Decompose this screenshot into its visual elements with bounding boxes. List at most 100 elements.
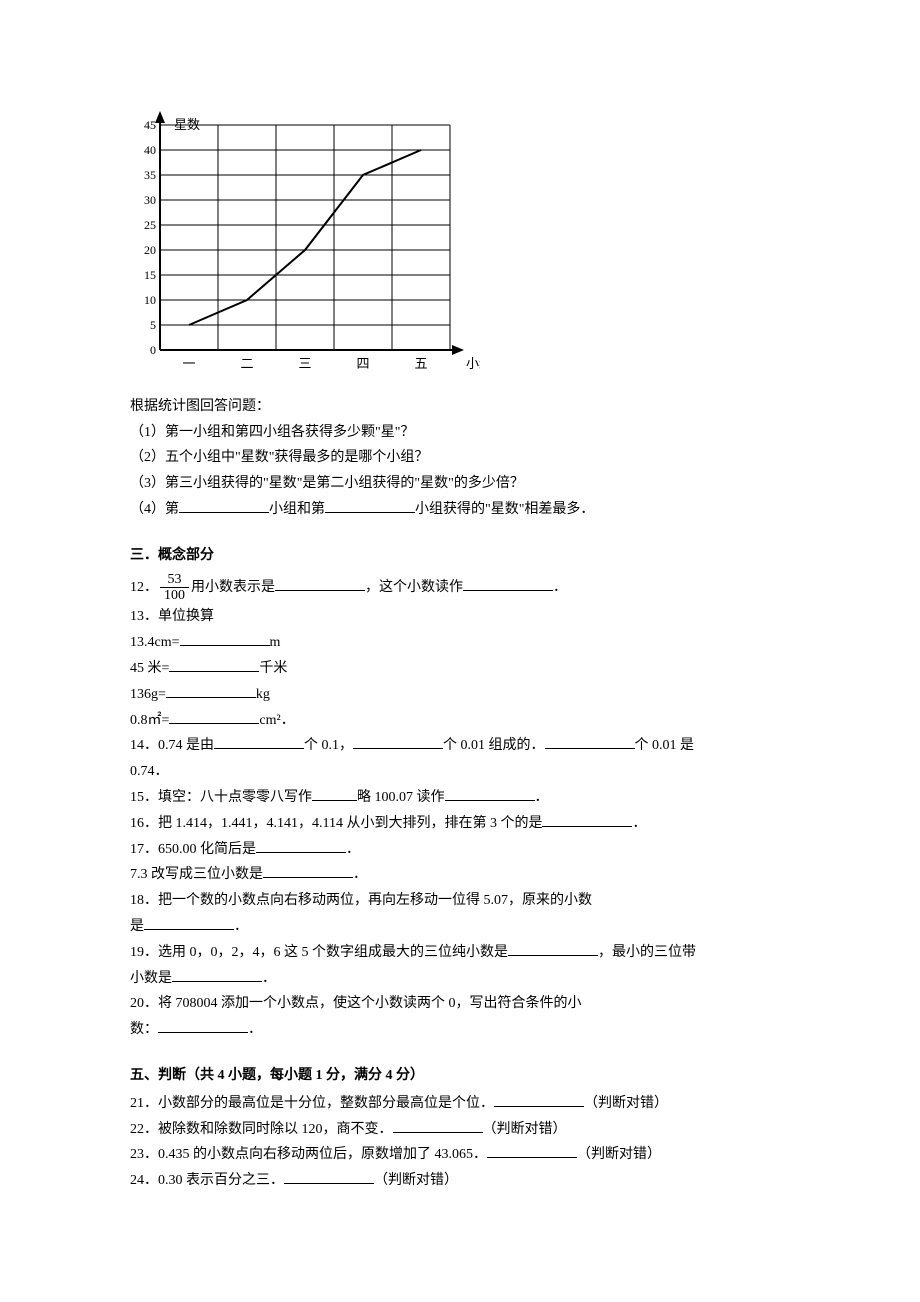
q17: 17．650.00 化简后是 ． xyxy=(130,838,790,862)
q2: （2）五个小组中"星数"获得最多的是哪个小组？ xyxy=(130,446,790,470)
q22-blank[interactable] xyxy=(393,1118,483,1133)
q19-line2-end: ． xyxy=(262,971,276,986)
chart-intro: 根据统计图回答问题： xyxy=(130,395,790,419)
q20-line2: 数：． xyxy=(130,1018,790,1042)
q19-pre: 19．选用 0，0，2，4，6 这 5 个数字组成最大的三位纯小数是 xyxy=(130,945,508,960)
q17b-blank[interactable] xyxy=(263,863,353,878)
q12-fraction: 53100 xyxy=(160,572,189,604)
q14-blank1[interactable] xyxy=(214,734,304,749)
q13-3: 136g=kg xyxy=(130,683,790,707)
svg-text:四: 四 xyxy=(356,356,369,371)
q19: 19．选用 0，0，2，4，6 这 5 个数字组成最大的三位纯小数是 ，最小的三位… xyxy=(130,941,790,965)
q13-4-blank[interactable] xyxy=(169,709,259,724)
svg-text:二: 二 xyxy=(240,356,253,371)
q16-blank[interactable] xyxy=(542,812,632,827)
q19-blank1[interactable] xyxy=(508,941,598,956)
q15: 15．填空：八十点零零八写作略 100.07 读作． xyxy=(130,786,790,810)
q15-mid: 略 100.07 读作 xyxy=(357,790,445,805)
q18-blank[interactable] xyxy=(144,915,234,930)
q16: 16．把 1.414，1.441，4.141，4.114 从小到大排列，排在第 … xyxy=(130,812,790,836)
q17-pre: 17．650.00 化简后是 xyxy=(130,842,256,857)
q14-blank2[interactable] xyxy=(353,734,443,749)
svg-text:一: 一 xyxy=(182,356,195,371)
q15-blank2[interactable] xyxy=(445,786,535,801)
svg-text:45: 45 xyxy=(144,118,156,132)
q12-blank1[interactable] xyxy=(275,576,365,591)
q20-line1: 20．将 708004 添加一个小数点，使这个小数读两个 0，写出符合条件的小 xyxy=(130,992,790,1016)
q19-line2: 小数是． xyxy=(130,967,790,991)
q13-4: 0.8㎡= cm²． xyxy=(130,709,790,733)
svg-text:15: 15 xyxy=(144,268,156,282)
svg-text:0: 0 xyxy=(150,343,156,357)
q12-mid2: ，这个小数读作 xyxy=(365,580,463,595)
q12-pre: 12． xyxy=(130,580,158,595)
q16-pre: 16．把 1.414，1.441，4.141，4.114 从小到大排列，排在第 … xyxy=(130,816,542,831)
svg-text:三: 三 xyxy=(298,356,311,371)
q24-pre: 24．0.30 表示百分之三． xyxy=(130,1173,284,1188)
q12: 12．53100用小数表示是 ，这个小数读作 ． xyxy=(130,572,790,604)
q18-line2: 是． xyxy=(130,915,790,939)
section5-head: 五、判断（共 4 小题，每小题 1 分，满分 4 分） xyxy=(130,1064,790,1088)
q21: 21．小数部分的最高位是十分位，整数部分最高位是个位． （判断对错） xyxy=(130,1092,790,1116)
q14-m1: 个 0.1， xyxy=(304,738,353,753)
q20-blank[interactable] xyxy=(158,1018,248,1033)
q13-1: 13.4cm= m xyxy=(130,631,790,655)
q12-mid1: 用小数表示是 xyxy=(191,580,275,595)
q20-line2-end: ． xyxy=(248,1022,262,1037)
q23-pre: 23．0.435 的小数点向右移动两位后，原数增加了 43.065． xyxy=(130,1147,487,1162)
q13-3-pre: 136g= xyxy=(130,687,166,702)
q17-end: ． xyxy=(346,842,360,857)
q15-blank1[interactable] xyxy=(312,786,357,801)
q12-blank2[interactable] xyxy=(463,576,553,591)
q13-4-pre: 0.8㎡= xyxy=(130,713,169,728)
q23-blank[interactable] xyxy=(487,1143,577,1158)
q13-head: 13．单位换算 xyxy=(130,605,790,629)
q4-blank2[interactable] xyxy=(325,498,415,513)
q18-line1: 18．把一个数的小数点向右移动两位，再向左移动一位得 5.07，原来的小数 xyxy=(130,889,790,913)
q12-den: 100 xyxy=(160,588,189,603)
q14-blank3[interactable] xyxy=(545,734,635,749)
q13-2-pre: 45 米= xyxy=(130,661,169,676)
q13-1-blank[interactable] xyxy=(180,631,270,646)
q17b-pre: 7.3 改写成三位小数是 xyxy=(130,867,263,882)
chart-svg: 051015202530354045星数小组一二三四五 xyxy=(130,110,480,380)
q12-end: ． xyxy=(553,580,567,595)
svg-text:35: 35 xyxy=(144,168,156,182)
q13-1-unit: m xyxy=(270,635,281,650)
q13-2-blank[interactable] xyxy=(169,657,259,672)
svg-text:10: 10 xyxy=(144,293,156,307)
q17-blank[interactable] xyxy=(256,838,346,853)
q21-blank[interactable] xyxy=(494,1092,584,1107)
q23-end: （判断对错） xyxy=(577,1147,661,1162)
q4: （4）第小组和第小组获得的"星数"相差最多． xyxy=(130,498,790,522)
q19-blank2[interactable] xyxy=(172,967,262,982)
q16-end: ． xyxy=(632,816,646,831)
q13-3-blank[interactable] xyxy=(166,683,256,698)
q15-pre: 15．填空：八十点零零八写作 xyxy=(130,790,312,805)
svg-text:小组: 小组 xyxy=(466,356,480,371)
q12-num: 53 xyxy=(160,572,189,588)
q21-pre: 21．小数部分的最高位是十分位，整数部分最高位是个位． xyxy=(130,1096,494,1111)
q17b: 7.3 改写成三位小数是 ． xyxy=(130,863,790,887)
svg-text:5: 5 xyxy=(150,318,156,332)
q4-post: 小组获得的"星数"相差最多． xyxy=(415,502,594,517)
q24-blank[interactable] xyxy=(284,1169,374,1184)
svg-text:五: 五 xyxy=(414,356,427,371)
svg-text:30: 30 xyxy=(144,193,156,207)
q14-m3: 个 0.01 是 xyxy=(635,738,695,753)
q14-pre: 14．0.74 是由 xyxy=(130,738,214,753)
svg-text:25: 25 xyxy=(144,218,156,232)
q23: 23．0.435 的小数点向右移动两位后，原数增加了 43.065． （判断对错） xyxy=(130,1143,790,1167)
svg-text:40: 40 xyxy=(144,143,156,157)
q17b-end: ． xyxy=(353,867,367,882)
q3: （3）第三小组获得的"星数"是第二小组获得的"星数"的多少倍？ xyxy=(130,472,790,496)
q13-4-unit: cm²． xyxy=(259,713,294,728)
q19-mid: ，最小的三位带 xyxy=(598,945,696,960)
q14: 14．0.74 是由个 0.1，个 0.01 组成的．个 0.01 是 xyxy=(130,734,790,758)
q13-1-pre: 13.4cm= xyxy=(130,635,180,650)
section3-head: 三．概念部分 xyxy=(130,544,790,568)
q21-end: （判断对错） xyxy=(584,1096,668,1111)
q4-blank1[interactable] xyxy=(179,498,269,513)
q22-end: （判断对错） xyxy=(483,1122,567,1137)
svg-text:20: 20 xyxy=(144,243,156,257)
